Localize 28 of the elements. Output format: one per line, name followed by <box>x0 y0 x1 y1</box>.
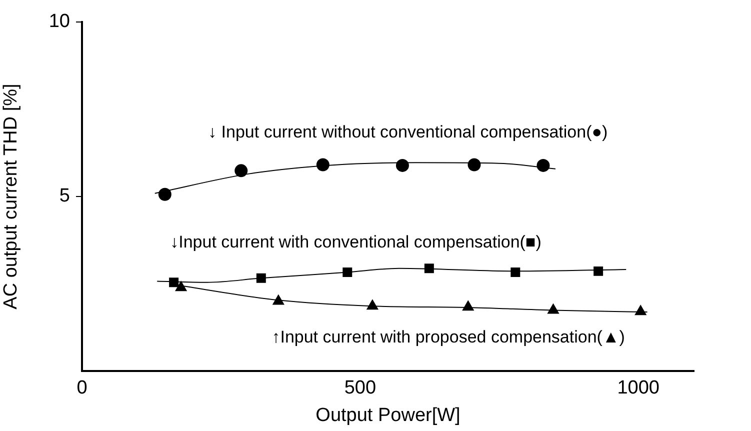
point <box>169 278 179 288</box>
point <box>316 158 330 172</box>
point <box>634 305 646 316</box>
annotation: ↓Input current with conventional compensation(■) <box>170 232 542 252</box>
x-axis-title: Output Power[W] <box>316 404 460 426</box>
point <box>256 273 266 283</box>
y-tick-label: 5 <box>59 186 70 207</box>
point <box>366 300 378 310</box>
x-tick-label: 1000 <box>617 378 660 399</box>
point <box>548 304 559 314</box>
point <box>462 300 474 311</box>
point <box>510 267 520 277</box>
point <box>396 158 409 172</box>
point <box>594 266 604 276</box>
point <box>342 267 352 277</box>
annotation: ↑Input current with proposed compensation(▲) <box>272 328 625 347</box>
x-tick-label: 0 <box>76 378 88 399</box>
point <box>158 188 172 201</box>
y-tick-label: 10 <box>48 11 70 32</box>
point <box>234 164 248 178</box>
y-axis-title: AC output current THD [%] <box>0 84 22 310</box>
point <box>175 281 187 292</box>
point <box>424 264 434 274</box>
annotation: ↓ Input current without conventional compensation(●) <box>208 122 608 142</box>
point <box>468 158 481 172</box>
x-tick-label: 500 <box>344 378 376 399</box>
point <box>536 158 550 172</box>
point <box>272 294 284 305</box>
